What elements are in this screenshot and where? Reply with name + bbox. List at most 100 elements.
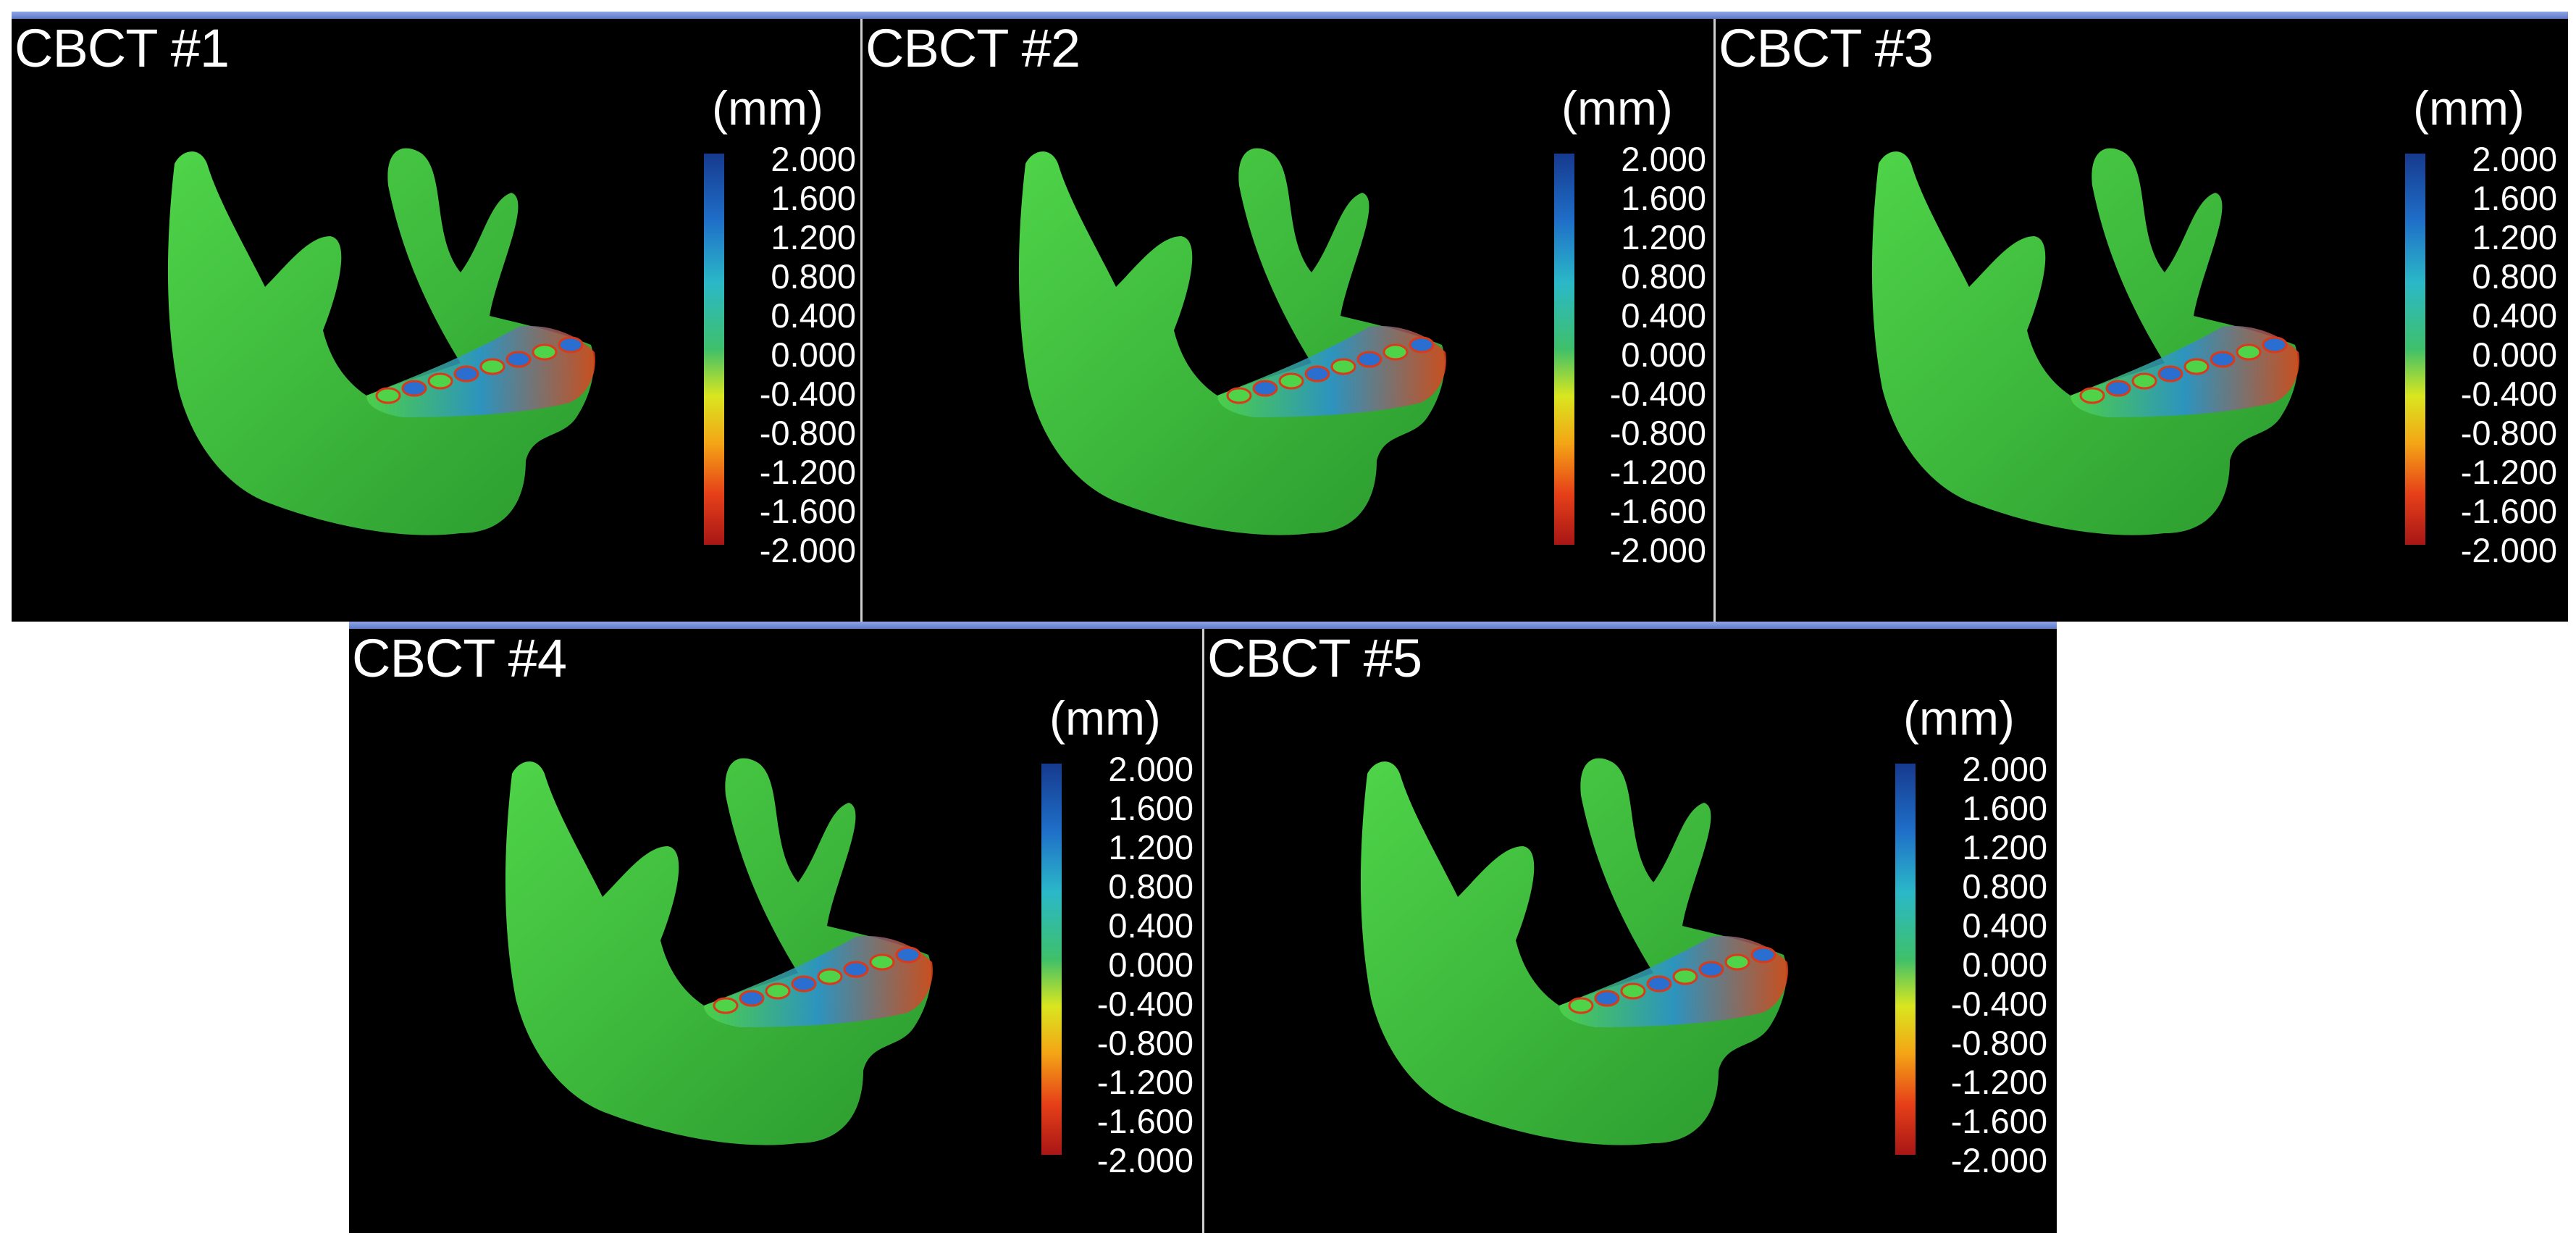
colorbar-tick-label: 0.800 (1621, 257, 1706, 296)
tooth-crown (1750, 946, 1776, 964)
tooth-crown (765, 982, 791, 1000)
tooth-crown (2131, 372, 2157, 390)
tooth-crown (843, 961, 869, 978)
colorbar-tick-label: -1.600 (1096, 1102, 1193, 1140)
tooth-crown (1356, 351, 1383, 368)
colorbar-tick-label: -0.800 (2460, 414, 2557, 452)
mandible-bone (1018, 148, 1445, 535)
viewport-title: CBCT #5 (1207, 628, 1422, 688)
mandible-surface-render (167, 148, 595, 535)
colorbar-tick-label: 0.400 (2472, 296, 2557, 335)
colorbar-tick-label: 0.000 (1962, 945, 2047, 984)
viewport-title: CBCT #3 (1719, 18, 1934, 78)
colorbar-tick-label: 0.400 (1621, 296, 1706, 335)
colorbar-tick-label: -0.400 (1096, 985, 1193, 1023)
colorbar (1041, 764, 1062, 1155)
tooth-crown (2210, 351, 2236, 368)
tooth-crown (427, 372, 453, 390)
colorbar-tick-labels: 2.000 1.600 1.200 0.800 0.400 0.000 -0.400 -0.8… (2434, 140, 2557, 567)
mandible-bone (167, 148, 594, 535)
tooth-crown (2236, 343, 2262, 361)
tooth-crown (505, 351, 532, 368)
colorbar-tick-label: 1.200 (1108, 828, 1193, 866)
view-divider (860, 19, 863, 622)
colorbar (704, 154, 724, 545)
tooth-crown (2262, 336, 2288, 354)
colorbar-tick-label: 1.600 (2472, 179, 2557, 217)
colorbar-tick-label: -0.800 (1096, 1024, 1193, 1062)
colorbar-tick-label: 1.200 (1962, 828, 2047, 866)
tooth-crown (532, 343, 558, 361)
colorbar-tick-label: 0.000 (2472, 335, 2557, 374)
colorbar-tick-label: -0.400 (2460, 375, 2557, 413)
colorbar-tick-label: 1.600 (1962, 789, 2047, 827)
colorbar-tick-label: 1.600 (1108, 789, 1193, 827)
colorbar-tick-label: -2.000 (1609, 531, 1706, 569)
tooth-crown (2079, 387, 2105, 404)
colorbar-tick-label: -1.600 (2460, 492, 2557, 530)
colorbar (1554, 154, 1574, 545)
viewport-cbct-2: CBCT #2 (mm) 2.000 1.600 1.200 0.800 0.400 0.0… (863, 12, 1713, 622)
colorbar-tick-label: 0.800 (1962, 867, 2047, 906)
colorbar-unit-label: (mm) (1049, 691, 1161, 745)
mandible-surface-render (1871, 148, 2299, 535)
colorbar-tick-label: -1.200 (1609, 453, 1706, 491)
colorbar-tick-label: 0.400 (1108, 906, 1193, 945)
colorbar-tick-label: -0.800 (1950, 1024, 2047, 1062)
colorbar-tick-label: 2.000 (2472, 140, 2557, 178)
colorbar-tick-label: 1.200 (771, 218, 856, 256)
viewport-cbct-5: CBCT #5 (mm) 2.000 1.600 1.200 0.800 0.400 0.0… (1204, 622, 2057, 1233)
colorbar-tick-label: -0.800 (759, 414, 856, 452)
colorbar-unit-label: (mm) (1903, 691, 2015, 745)
tooth-crown (1278, 372, 1304, 390)
colorbar-tick-labels: 2.000 1.600 1.200 0.800 0.400 0.000 -0.400 -0.8… (1070, 752, 1193, 1177)
tooth-crown (1724, 953, 1750, 971)
colorbar-tick-label: 2.000 (1621, 140, 1706, 178)
tooth-crown (2105, 380, 2131, 397)
colorbar-tick-label: 0.400 (771, 296, 856, 335)
colorbar-tick-labels: 2.000 1.600 1.200 0.800 0.400 0.000 -0.400 -0.8… (733, 140, 856, 567)
tooth-crown (2183, 358, 2210, 375)
colorbar-unit-label: (mm) (1561, 81, 1673, 135)
colorbar-tick-label: -2.000 (2460, 531, 2557, 569)
colorbar-tick-label: 0.000 (1621, 335, 1706, 374)
tooth-crown (2157, 365, 2183, 383)
mandible-surface-render (505, 758, 933, 1145)
colorbar-tick-label: 2.000 (1962, 750, 2047, 788)
colorbar-tick-label: 0.800 (771, 257, 856, 296)
tooth-crown (791, 975, 817, 993)
viewport-title: CBCT #1 (14, 18, 230, 78)
mandible-surface-render (1018, 148, 1446, 535)
tooth-crown (895, 946, 921, 964)
tooth-crown (869, 953, 895, 971)
colorbar-tick-label: 0.000 (771, 335, 856, 374)
tooth-crown (713, 997, 739, 1014)
tooth-crown (1383, 343, 1409, 361)
tooth-crown (375, 387, 401, 404)
mandible-surface-render (1360, 758, 1788, 1145)
top-row-title-bar (12, 12, 2568, 19)
tooth-crown (1672, 968, 1698, 985)
tooth-crown (479, 358, 505, 375)
mandible-bone (505, 758, 931, 1145)
colorbar-tick-label: 1.600 (1621, 179, 1706, 217)
tooth-crown (1568, 997, 1594, 1014)
tooth-crown (1698, 961, 1724, 978)
bottom-row-title-bar (349, 622, 2057, 629)
tooth-crown (558, 336, 584, 354)
colorbar-tick-label: -2.000 (1950, 1141, 2047, 1179)
colorbar-tick-label: 0.000 (1108, 945, 1193, 984)
colorbar-tick-label: 1.600 (771, 179, 856, 217)
colorbar-unit-label: (mm) (712, 81, 823, 135)
colorbar-tick-label: -1.200 (2460, 453, 2557, 491)
colorbar-tick-label: 2.000 (771, 140, 856, 178)
viewport-title: CBCT #4 (352, 628, 567, 688)
colorbar-tick-labels: 2.000 1.600 1.200 0.800 0.400 0.000 -0.400 -0.8… (1583, 140, 1706, 567)
view-divider (1713, 19, 1716, 622)
tooth-crown (401, 380, 427, 397)
colorbar-tick-label: 0.800 (2472, 257, 2557, 296)
view-divider (1202, 629, 1204, 1233)
colorbar-tick-label: -1.600 (759, 492, 856, 530)
viewport-cbct-4: CBCT #4 (mm) 2.000 1.600 1.200 0.800 0.400 0.0… (349, 622, 1202, 1233)
colorbar-unit-label: (mm) (2413, 81, 2525, 135)
